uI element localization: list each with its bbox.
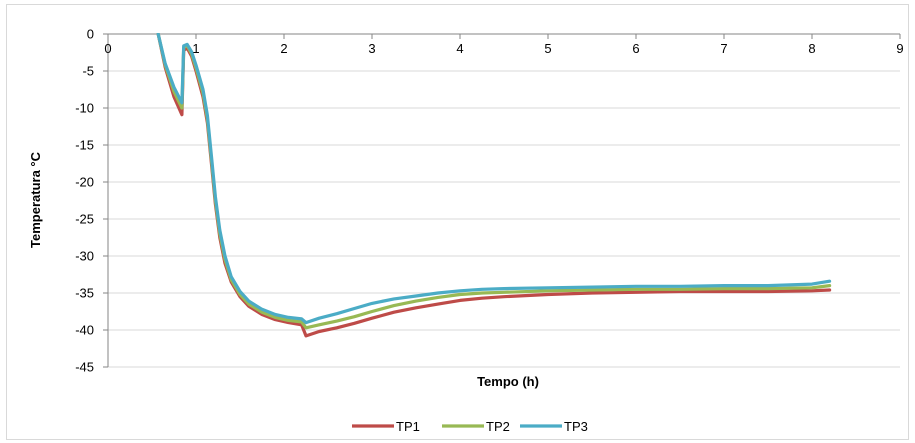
x-tick-label: 5 [544, 41, 551, 56]
legend-label-tp1: TP1 [396, 419, 420, 434]
series-line-tp2 [156, 33, 832, 330]
x-tick-label: 4 [456, 41, 463, 56]
y-tick-label: -35 [75, 286, 94, 301]
legend-label-tp2: TP2 [486, 419, 510, 434]
x-tick-label: 3 [368, 41, 375, 56]
y-tick-label: 0 [87, 27, 94, 42]
x-tick-label: 9 [896, 41, 903, 56]
y-tick-label: -10 [75, 101, 94, 116]
x-tick-label: 1 [192, 41, 199, 56]
y-tick-label: -25 [75, 212, 94, 227]
y-tick-label: -20 [75, 175, 94, 190]
x-tick-label: 8 [808, 41, 815, 56]
legend-label-tp3: TP3 [564, 419, 588, 434]
series-lines [156, 33, 832, 338]
y-tick-label: -5 [82, 64, 94, 79]
x-tick-label: 0 [104, 41, 111, 56]
x-axis-title: Tempo (h) [477, 374, 539, 389]
y-tick-label: -15 [75, 138, 94, 153]
y-axis-title: Temperatura °C [28, 151, 43, 248]
x-tick-label: 6 [632, 41, 639, 56]
series-line-tp3 [156, 33, 832, 325]
series-line-tp1 [156, 33, 832, 338]
y-tick-label: -40 [75, 323, 94, 338]
x-tick-label: 7 [720, 41, 727, 56]
y-tick-label: -45 [75, 360, 94, 375]
gridlines [108, 33, 900, 368]
axes [103, 33, 901, 368]
x-tick-label: 2 [280, 41, 287, 56]
y-tick-label: -30 [75, 249, 94, 264]
legend: TP1 TP2 TP3 [352, 419, 588, 434]
tick-labels: 0 -5 -10 -15 -20 -25 -30 -35 -40 -45 0 1 2 3 4 5 6 7 8 9 [75, 27, 903, 375]
